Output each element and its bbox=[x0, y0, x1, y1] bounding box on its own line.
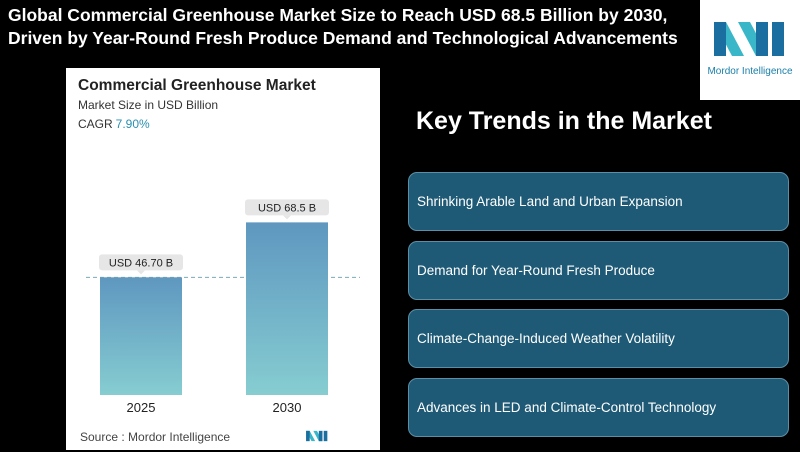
bar-chart: USD 46.70 B 2025 USD 68.5 B 2030 bbox=[86, 199, 360, 415]
trend-item: Demand for Year-Round Fresh Produce bbox=[408, 240, 789, 300]
headline: Global Commercial Greenhouse Market Size… bbox=[8, 4, 698, 50]
cagr-label: CAGR bbox=[78, 117, 113, 131]
chart-card: Commercial Greenhouse Market Market Size… bbox=[66, 68, 380, 450]
value-label-bg bbox=[245, 199, 329, 216]
bar-2030 bbox=[246, 222, 328, 395]
chart-title: Commercial Greenhouse Market bbox=[78, 77, 316, 94]
chart-source: Source : Mordor Intelligence bbox=[80, 430, 231, 444]
mordor-logo-icon bbox=[714, 22, 784, 56]
value-label-pointer bbox=[137, 270, 145, 275]
x-tick-label: 2030 bbox=[273, 400, 302, 415]
cagr: CAGR 7.90% bbox=[78, 117, 150, 131]
headline-line-1: Global Commercial Greenhouse Market Size… bbox=[8, 5, 668, 25]
chart-subtitle: Market Size in USD Billion bbox=[78, 98, 219, 112]
value-label-bg bbox=[99, 254, 183, 271]
trends-title: Key Trends in the Market bbox=[416, 107, 712, 135]
trend-list: Shrinking Arable Land and Urban Expansio… bbox=[408, 172, 789, 446]
mordor-logo: Mordor Intelligence bbox=[700, 0, 800, 100]
trend-item: Climate-Change-Induced Weather Volatilit… bbox=[408, 309, 789, 368]
source-logo-icon bbox=[306, 430, 328, 442]
bar-2025 bbox=[100, 277, 182, 395]
logo-text: Mordor Intelligence bbox=[707, 66, 793, 77]
value-label-pointer bbox=[283, 215, 291, 220]
value-label: USD 46.70 B bbox=[109, 257, 173, 269]
trend-item: Shrinking Arable Land and Urban Expansio… bbox=[408, 172, 789, 231]
x-tick-label: 2025 bbox=[127, 400, 156, 415]
cagr-value: 7.90% bbox=[115, 117, 150, 131]
value-label: USD 68.5 B bbox=[258, 202, 316, 214]
trend-item: Advances in LED and Climate-Control Tech… bbox=[408, 377, 789, 437]
headline-line-2: Driven by Year-Round Fresh Produce Deman… bbox=[8, 28, 678, 48]
